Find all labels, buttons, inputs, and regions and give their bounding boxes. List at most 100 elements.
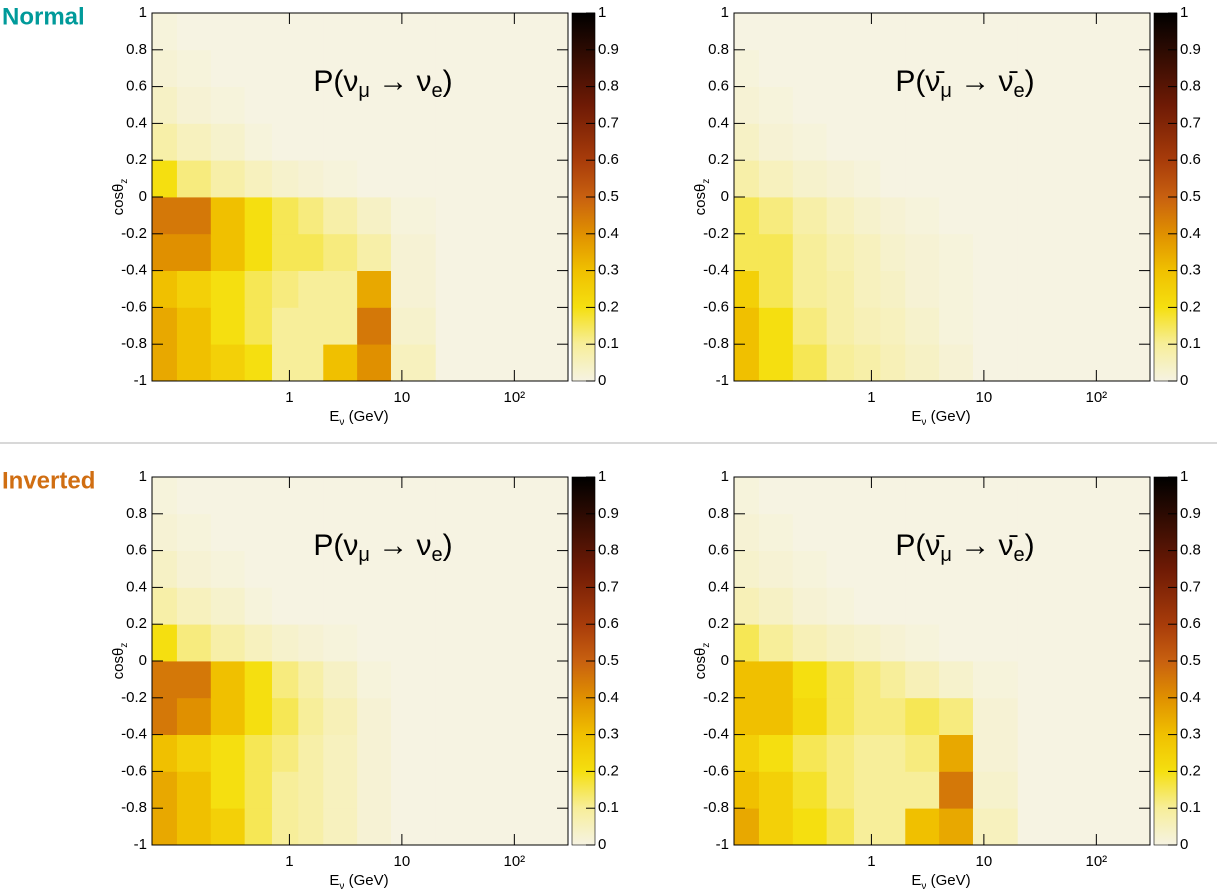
colorbar-tick-label: 0.1 [598, 799, 619, 816]
heatmap-cell [905, 771, 940, 809]
colorbar-tick-label: 0.4 [1180, 225, 1201, 242]
heatmap-cell [853, 123, 881, 161]
colorbar-tick-label: 0.9 [1180, 505, 1201, 522]
heatmap-cell [826, 550, 855, 588]
heatmap-cell [152, 734, 178, 772]
heatmap-cell [390, 307, 437, 345]
heatmap-cell [271, 513, 299, 551]
group-label: Normal [2, 3, 85, 30]
heatmap-cell [792, 734, 828, 772]
colorbar [572, 477, 595, 845]
heatmap-cell [826, 697, 855, 735]
heatmap-cell [271, 477, 299, 515]
heatmap-cell [357, 86, 392, 124]
heatmap-cell [357, 587, 392, 625]
heatmap-cell [357, 197, 392, 235]
y-tick-label: 0 [721, 652, 729, 669]
heatmap-cell [323, 233, 358, 271]
heatmap-cell [271, 13, 299, 51]
heatmap-cell [734, 123, 760, 161]
heatmap-cell [758, 270, 794, 308]
colorbar-tick-label: 0 [1180, 372, 1188, 389]
heatmap-cell [244, 344, 273, 382]
colorbar [572, 13, 595, 381]
panel-title-sub: μ [358, 544, 370, 566]
heatmap-cell [880, 587, 906, 625]
colorbar-tick-label: 0.7 [1180, 114, 1201, 131]
heatmap-cell [271, 123, 299, 161]
panel-title-sub: e [1014, 544, 1025, 566]
heatmap-cell [880, 307, 906, 345]
heatmap-cell [853, 344, 881, 382]
heatmap-cell [435, 587, 569, 625]
heatmap-cell [152, 344, 178, 382]
x-tick-label: 1 [867, 389, 875, 406]
heatmap-cell [435, 13, 569, 51]
heatmap-cell [435, 270, 569, 308]
heatmap-cell [357, 734, 392, 772]
y-tick-label: 0.8 [126, 41, 147, 58]
heatmap-cell [298, 307, 324, 345]
heatmap-cell [435, 624, 569, 662]
heatmap-cell [298, 123, 324, 161]
heatmap-cell [758, 344, 794, 382]
heatmap-cell [357, 233, 392, 271]
heatmap-cell [323, 808, 358, 846]
x-tick-label: 10² [503, 853, 525, 870]
heatmap-cell [357, 697, 392, 735]
heatmap-cell [1017, 160, 1151, 198]
colorbar-tick-label: 0.2 [598, 298, 619, 315]
heatmap-cell [210, 270, 246, 308]
heatmap-cell [734, 771, 760, 809]
heatmap-cell [210, 160, 246, 198]
y-tick-label: 0.6 [708, 78, 729, 95]
heatmap-cell [390, 661, 437, 699]
heatmap-cell [880, 661, 906, 699]
heatmap-cell [152, 550, 178, 588]
panel-title: P(ν̄μ → ν̄e) [895, 529, 1034, 566]
heatmap-cell [939, 160, 974, 198]
colorbar-tick-label: 0.4 [598, 225, 619, 242]
heatmap-cell [758, 624, 794, 662]
x-axis-label: Eν (GeV) [329, 408, 388, 428]
y-tick-label: -0.8 [121, 799, 147, 816]
colorbar-tick-label: 0.2 [598, 762, 619, 779]
y-axis-label-sub: z [701, 643, 712, 648]
group-label: Inverted [2, 467, 95, 494]
y-tick-label: -0.6 [703, 762, 729, 779]
y-axis-label: cosθz [692, 643, 712, 680]
heatmap-cell [853, 624, 881, 662]
y-tick-label: -0.6 [121, 298, 147, 315]
heatmap-cell [734, 624, 760, 662]
colorbar-tick-label: 0.7 [1180, 578, 1201, 595]
heatmap-cell [972, 661, 1019, 699]
colorbar-tick-label: 0.5 [1180, 188, 1201, 205]
x-tick-label: 10² [1085, 389, 1107, 406]
colorbar-tick-label: 0.6 [598, 615, 619, 632]
heatmap-cell [210, 344, 246, 382]
heatmap-cell [792, 513, 828, 551]
heatmap-cell [905, 550, 940, 588]
heatmap-cell [323, 697, 358, 735]
heatmap-cell [1017, 624, 1151, 662]
heatmap-cell [734, 697, 760, 735]
heatmap-cell [972, 123, 1019, 161]
y-tick-label: -0.4 [703, 262, 729, 279]
heatmap-cell [244, 734, 273, 772]
heatmap-cell [298, 233, 324, 271]
heatmap-cell [357, 270, 392, 308]
heatmap-cell [298, 808, 324, 846]
heatmap-cell [271, 160, 299, 198]
heatmap-cell [176, 808, 212, 846]
x-axis-label-sub: ν [339, 417, 344, 428]
heatmap-cell [1017, 13, 1151, 51]
x-axis-label-part: (GeV) [926, 408, 970, 425]
heatmap-cell [1017, 270, 1151, 308]
heatmap-cell [176, 513, 212, 551]
heatmap-cell [939, 661, 974, 699]
heatmap-cell [792, 123, 828, 161]
heatmap-cell [905, 477, 940, 515]
y-tick-label: 0 [139, 652, 147, 669]
heatmap-cell [323, 477, 358, 515]
